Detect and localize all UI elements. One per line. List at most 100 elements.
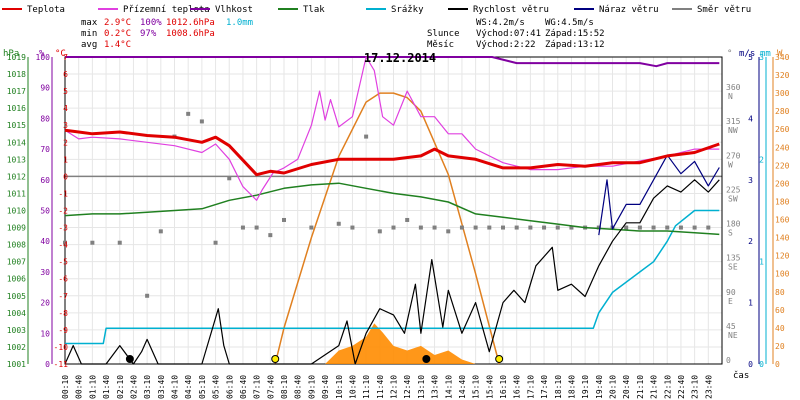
- tick-time: 17:10: [526, 375, 535, 399]
- wind-direction-point: [158, 229, 163, 234]
- tick-time: 08:40: [294, 375, 303, 399]
- wind-direction-point: [542, 225, 547, 230]
- tick-pct: 80: [40, 114, 50, 123]
- tick-hpa: 1015: [7, 121, 26, 130]
- tick-time: 14:10: [444, 375, 453, 399]
- stats-row-label: max: [81, 18, 98, 28]
- tick-time: 10:10: [335, 375, 344, 399]
- wind-direction-point: [432, 225, 437, 230]
- wind-direction-point: [405, 217, 410, 222]
- tick-pct: 50: [40, 207, 50, 216]
- stats-wind-speed: WS:4.2m/s: [476, 18, 525, 28]
- tick-pct: 60: [40, 176, 50, 185]
- wind-direction-point: [706, 225, 711, 230]
- wind-direction-point: [391, 225, 396, 230]
- tick-degc: -1: [58, 189, 68, 198]
- series-line: [64, 128, 720, 177]
- tick-time: 03:40: [157, 375, 166, 399]
- tick-hpa: 1013: [7, 155, 26, 164]
- tick-time: 17:40: [540, 375, 549, 399]
- stats-humidity: 97%: [140, 29, 157, 39]
- tick-hpa: 1018: [7, 70, 26, 79]
- tick-mm: 0: [759, 360, 764, 369]
- tick-degc: -9: [58, 326, 68, 335]
- stats-temp: 1.4°C: [104, 40, 131, 50]
- wind-direction-point: [350, 225, 355, 230]
- tick-degc: -2: [58, 207, 68, 216]
- wind-direction-point: [692, 225, 697, 230]
- series-line: [598, 154, 720, 236]
- tick-hpa: 1003: [7, 326, 26, 335]
- tick-time: 08:10: [280, 375, 289, 399]
- tick-time: 13:40: [431, 375, 440, 399]
- tick-wind-dir-label: SW: [728, 194, 738, 203]
- wind-direction-point: [637, 225, 642, 230]
- stats-row-label: min: [81, 29, 97, 39]
- legend-label: Tlak: [303, 5, 325, 15]
- wind-direction-point: [227, 176, 232, 181]
- tick-time: 22:40: [677, 375, 686, 399]
- sunrise-marker: [271, 355, 280, 363]
- wind-direction-point: [63, 240, 67, 245]
- wind-direction-point: [473, 225, 478, 230]
- tick-wind-dir: 270: [726, 151, 741, 160]
- tick-wind-dir: 135: [726, 254, 741, 263]
- axis-unit-degc: °C: [55, 49, 66, 59]
- wind-direction-point: [309, 225, 314, 230]
- tick-ms: 3: [748, 176, 753, 185]
- tick-time: 19:40: [595, 375, 604, 399]
- wind-direction-point: [678, 225, 683, 230]
- tick-w: 20: [775, 342, 785, 351]
- stats-pressure: 1008.6hPa: [166, 29, 215, 39]
- tick-time: 10:40: [348, 375, 357, 399]
- series-line: [65, 209, 720, 345]
- sunset-marker: [495, 355, 504, 363]
- tick-time: 23:10: [691, 375, 700, 399]
- tick-mm: 1: [759, 258, 764, 267]
- tick-wind-dir-label: NW: [728, 126, 738, 135]
- wind-direction-point: [459, 225, 464, 230]
- tick-degc: -3: [58, 224, 68, 233]
- tick-w: 160: [775, 216, 790, 225]
- axis-time-label: čas: [733, 370, 749, 381]
- tick-w: 320: [775, 71, 790, 80]
- tick-w: 200: [775, 179, 790, 188]
- tick-time: 01:10: [88, 375, 97, 399]
- legend-label: Teplota: [27, 5, 65, 15]
- axis-unit-pct: %: [39, 49, 45, 59]
- tick-w: 100: [775, 270, 790, 279]
- tick-degc: -4: [58, 241, 68, 250]
- tick-degc: 3: [63, 121, 68, 130]
- tick-w: 80: [775, 288, 785, 297]
- tick-degc: 7: [63, 53, 68, 62]
- wind-direction-point: [596, 225, 601, 230]
- tick-pct: 0: [45, 360, 50, 369]
- tick-time: 11:10: [362, 375, 371, 399]
- tick-w: 0: [775, 360, 780, 369]
- wind-direction-point: [446, 229, 451, 234]
- tick-w: 60: [775, 306, 785, 315]
- stats-temp: 2.9°C: [104, 18, 131, 28]
- axis-unit-mm: mm: [760, 49, 771, 59]
- axes: hPa% °C ° m/s mm W101910181017101610151014101…: [3, 49, 790, 399]
- tick-time: 15:40: [485, 375, 494, 399]
- tick-time: 23:40: [704, 375, 713, 399]
- stats-row-label: avg: [81, 40, 97, 50]
- tick-hpa: 1009: [7, 224, 26, 233]
- tick-mm: 3: [759, 53, 764, 62]
- tick-wind-dir-label: E: [728, 297, 733, 306]
- stats-sunrise: Východ:07:41: [476, 29, 541, 39]
- tick-time: 16:10: [499, 375, 508, 399]
- tick-time: 07:10: [253, 375, 262, 399]
- stats-wind-gust: WG:4.5m/s: [545, 18, 594, 28]
- tick-time: 16:40: [513, 375, 522, 399]
- tick-degc: -10: [54, 343, 69, 352]
- series-line: [64, 179, 720, 365]
- tick-time: 04:40: [184, 375, 193, 399]
- wind-direction-point: [199, 119, 204, 124]
- tick-w: 340: [775, 53, 790, 62]
- tick-ms: 0: [748, 360, 753, 369]
- series-solar-area: [325, 323, 476, 364]
